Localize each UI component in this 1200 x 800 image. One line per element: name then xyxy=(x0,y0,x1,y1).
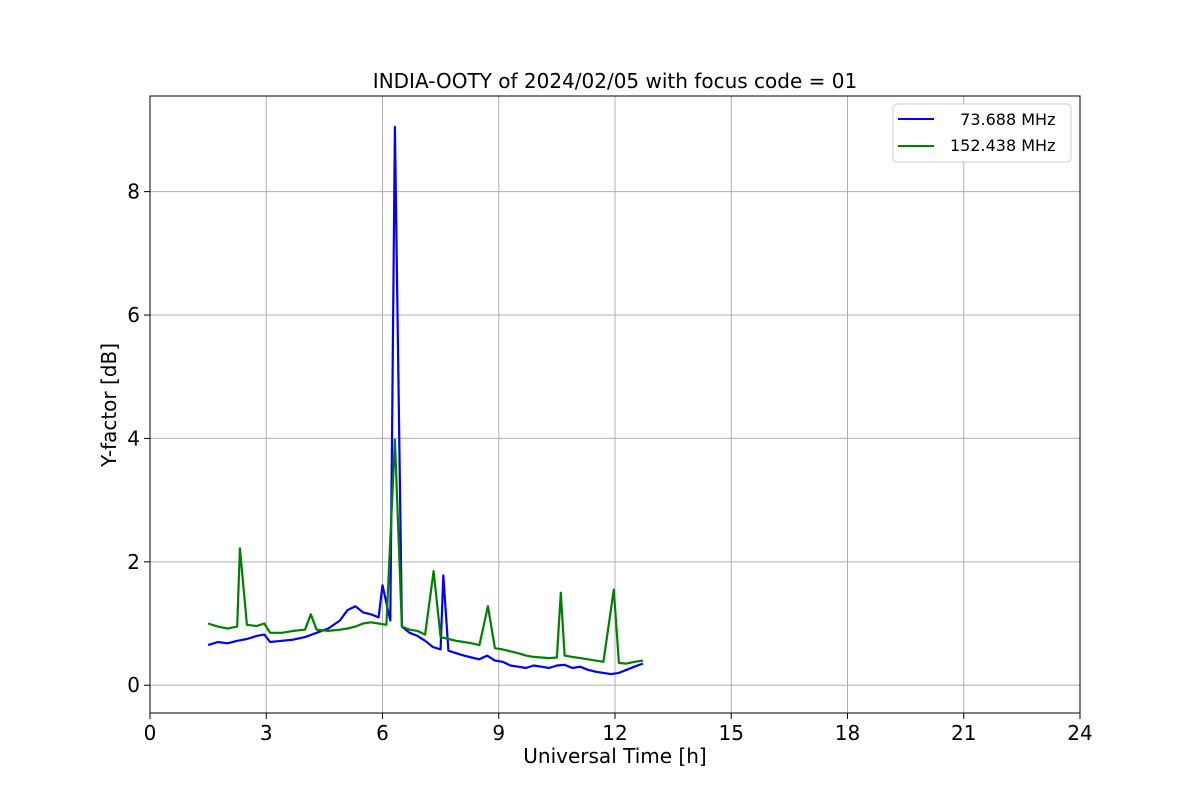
y-axis-label: Y-factor [dB] xyxy=(97,343,121,468)
chart-title: INDIA-OOTY of 2024/02/05 with focus code… xyxy=(373,69,857,93)
x-tick-label: 12 xyxy=(602,721,627,745)
y-tick-label: 2 xyxy=(127,550,140,574)
x-tick-label: 3 xyxy=(260,721,273,745)
legend-label-152mhz: 152.438 MHz xyxy=(950,136,1055,155)
x-tick-label: 21 xyxy=(951,721,976,745)
series-line-152mhz xyxy=(207,438,644,665)
x-tick-label: 15 xyxy=(719,721,744,745)
x-tick-label: 6 xyxy=(376,721,389,745)
series-group xyxy=(207,125,644,676)
y-tick-label: 8 xyxy=(127,180,140,204)
legend-box xyxy=(892,103,1072,163)
y-tick-label: 4 xyxy=(127,426,140,450)
x-tick-label: 18 xyxy=(835,721,860,745)
grid-lines xyxy=(149,96,1081,713)
x-tick-label: 24 xyxy=(1067,721,1092,745)
legend: 73.688 MHz 152.438 MHz xyxy=(892,103,1072,163)
series-line-73mhz xyxy=(207,125,644,676)
y-tick-label: 0 xyxy=(127,673,140,697)
y-tick-label: 6 xyxy=(127,303,140,327)
x-tick-label: 9 xyxy=(492,721,505,745)
x-axis-label: Universal Time [h] xyxy=(523,744,706,768)
x-tick-label: 0 xyxy=(144,721,157,745)
legend-label-73mhz: 73.688 MHz xyxy=(950,110,1055,129)
